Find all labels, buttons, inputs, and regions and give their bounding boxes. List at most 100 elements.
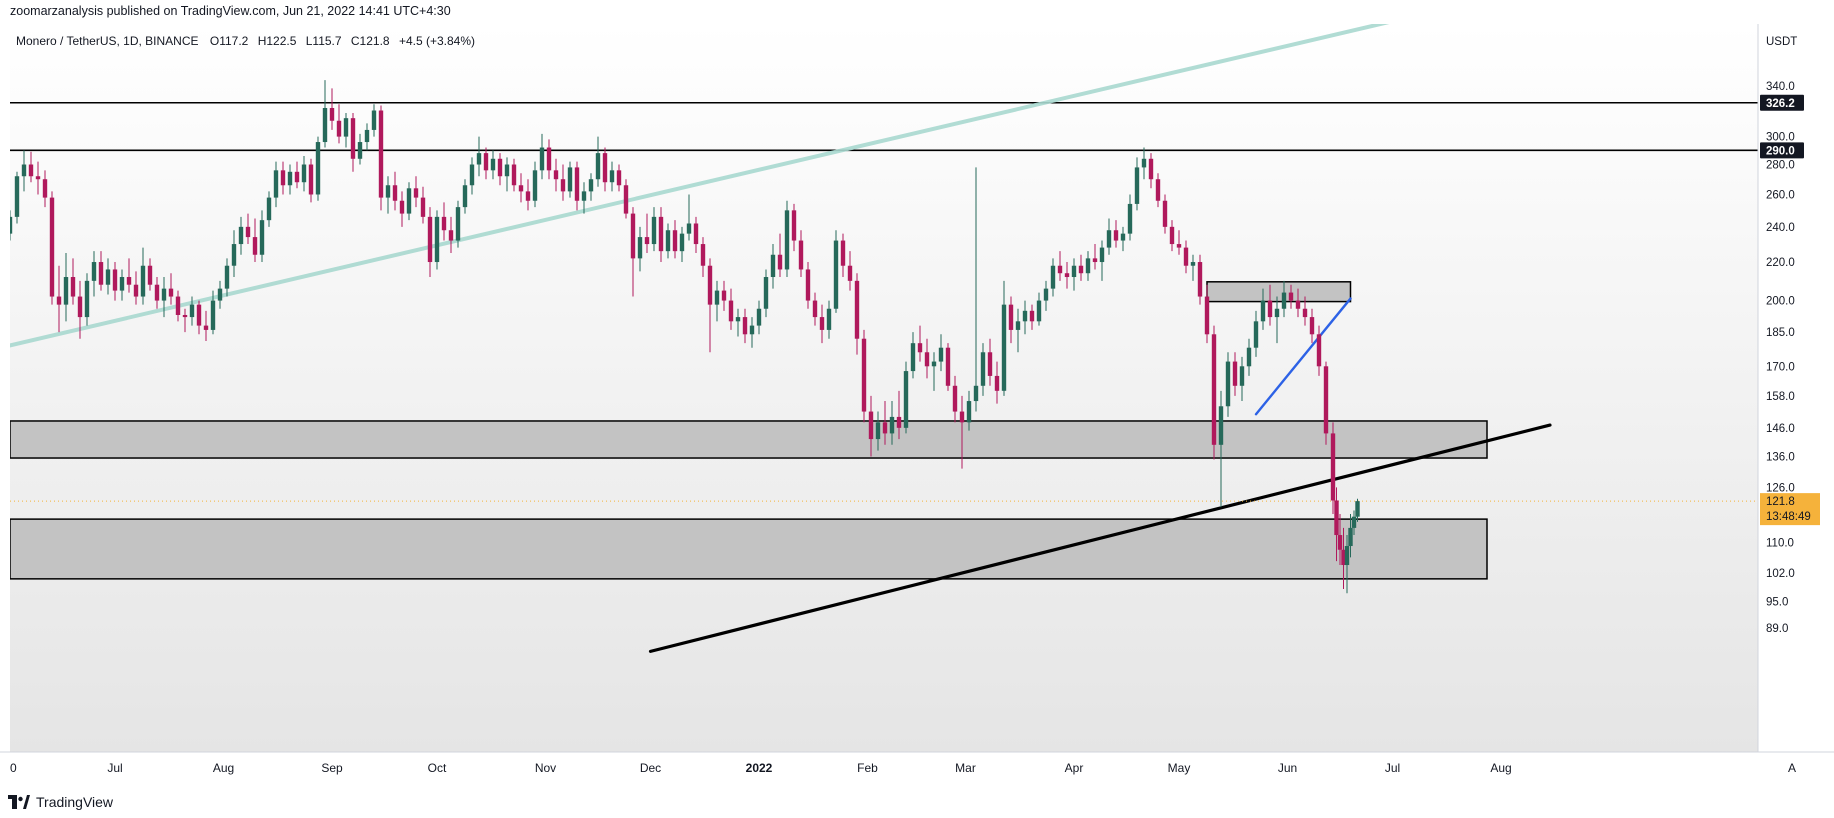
candle[interactable]	[147, 258, 153, 291]
candle[interactable]	[1043, 280, 1049, 311]
candle[interactable]	[672, 220, 678, 259]
candle[interactable]	[378, 105, 384, 211]
candle[interactable]	[679, 226, 685, 263]
candle[interactable]	[1036, 292, 1042, 326]
candle[interactable]	[455, 200, 461, 248]
time-axis[interactable]: 0 Jul Aug Sep Oct Nov Dec 2022 Feb Mar Apr May Jun Ju…	[0, 751, 1834, 775]
candle[interactable]	[959, 395, 965, 469]
candle[interactable]	[42, 170, 48, 208]
plot-area[interactable]	[8, 0, 1758, 653]
candle[interactable]	[1029, 304, 1035, 330]
candle[interactable]	[658, 207, 664, 263]
candle[interactable]	[1281, 280, 1287, 318]
candle[interactable]	[903, 361, 909, 434]
price-axis[interactable]: USDT 340.0 300.0 280.0 260.0 240.0 220.0 200.0…	[1757, 24, 1820, 752]
candle[interactable]	[1295, 288, 1301, 318]
candle[interactable]	[609, 161, 615, 192]
candle[interactable]	[1330, 422, 1336, 514]
candle[interactable]	[1211, 325, 1217, 460]
candle[interactable]	[889, 401, 895, 445]
candle[interactable]	[868, 395, 874, 457]
candle[interactable]	[560, 164, 566, 201]
candle[interactable]	[525, 179, 531, 211]
candle[interactable]	[217, 280, 223, 309]
candle[interactable]	[1351, 510, 1357, 536]
candle[interactable]	[469, 157, 475, 195]
candle[interactable]	[581, 182, 587, 214]
support-trendline[interactable]	[648, 423, 1552, 653]
candle[interactable]	[665, 223, 671, 259]
candle[interactable]	[140, 247, 146, 305]
candle[interactable]	[1134, 157, 1140, 211]
candle[interactable]	[1001, 280, 1007, 396]
candle[interactable]	[1113, 220, 1119, 248]
candle[interactable]	[553, 158, 559, 192]
candle[interactable]	[861, 329, 867, 423]
candle[interactable]	[434, 210, 440, 270]
candle[interactable]	[329, 88, 335, 130]
candle[interactable]	[308, 158, 314, 203]
candle[interactable]	[56, 265, 62, 333]
candle[interactable]	[245, 213, 251, 245]
candle[interactable]	[259, 210, 265, 263]
candle[interactable]	[1085, 251, 1091, 281]
candle[interactable]	[644, 213, 650, 253]
candle[interactable]	[1078, 254, 1084, 281]
candle[interactable]	[21, 150, 27, 192]
candle[interactable]	[896, 390, 902, 440]
candle[interactable]	[546, 139, 552, 180]
candle[interactable]	[462, 179, 468, 214]
candle[interactable]	[1099, 240, 1105, 281]
candle[interactable]	[441, 202, 447, 241]
candle[interactable]	[1155, 173, 1161, 208]
candle[interactable]	[651, 207, 657, 252]
candle[interactable]	[476, 136, 482, 177]
candle[interactable]	[714, 280, 720, 322]
candle[interactable]	[833, 230, 839, 313]
candle[interactable]	[1204, 284, 1210, 344]
candle[interactable]	[1148, 153, 1154, 189]
candle[interactable]	[63, 252, 69, 322]
candle[interactable]	[1106, 218, 1112, 255]
candle[interactable]	[231, 230, 237, 278]
candle[interactable]	[189, 296, 195, 326]
candle[interactable]	[70, 258, 76, 305]
candle[interactable]	[1239, 356, 1245, 402]
candle[interactable]	[1267, 284, 1273, 326]
candle[interactable]	[518, 173, 524, 203]
channel-trendline[interactable]	[10, 0, 1501, 348]
candle[interactable]	[847, 251, 853, 291]
candle[interactable]	[735, 308, 741, 337]
candle[interactable]	[630, 207, 636, 297]
candle[interactable]	[1169, 220, 1175, 252]
candle[interactable]	[980, 343, 986, 396]
candle[interactable]	[791, 203, 797, 252]
candle[interactable]	[84, 273, 90, 326]
candle[interactable]	[301, 155, 307, 192]
candle[interactable]	[1302, 296, 1308, 326]
candle[interactable]	[483, 147, 489, 180]
candle[interactable]	[224, 258, 230, 297]
candle[interactable]	[805, 262, 811, 309]
candle[interactable]	[252, 218, 258, 263]
candle[interactable]	[91, 251, 97, 297]
candle[interactable]	[1274, 296, 1280, 344]
candle[interactable]	[1064, 262, 1070, 289]
candle[interactable]	[154, 277, 160, 309]
candle[interactable]	[77, 280, 83, 339]
candle[interactable]	[287, 164, 293, 195]
candle[interactable]	[504, 157, 510, 192]
candle[interactable]	[1092, 244, 1098, 270]
candle[interactable]	[175, 290, 181, 322]
candle[interactable]	[1141, 147, 1147, 180]
candle[interactable]	[966, 390, 972, 431]
triangle-trendline[interactable]	[1254, 297, 1352, 416]
candle[interactable]	[742, 308, 748, 344]
candle[interactable]	[931, 352, 937, 391]
candle[interactable]	[1008, 296, 1014, 344]
candle[interactable]	[623, 179, 629, 219]
candle[interactable]	[1120, 226, 1126, 252]
candle[interactable]	[511, 158, 517, 192]
candle[interactable]	[427, 207, 433, 278]
